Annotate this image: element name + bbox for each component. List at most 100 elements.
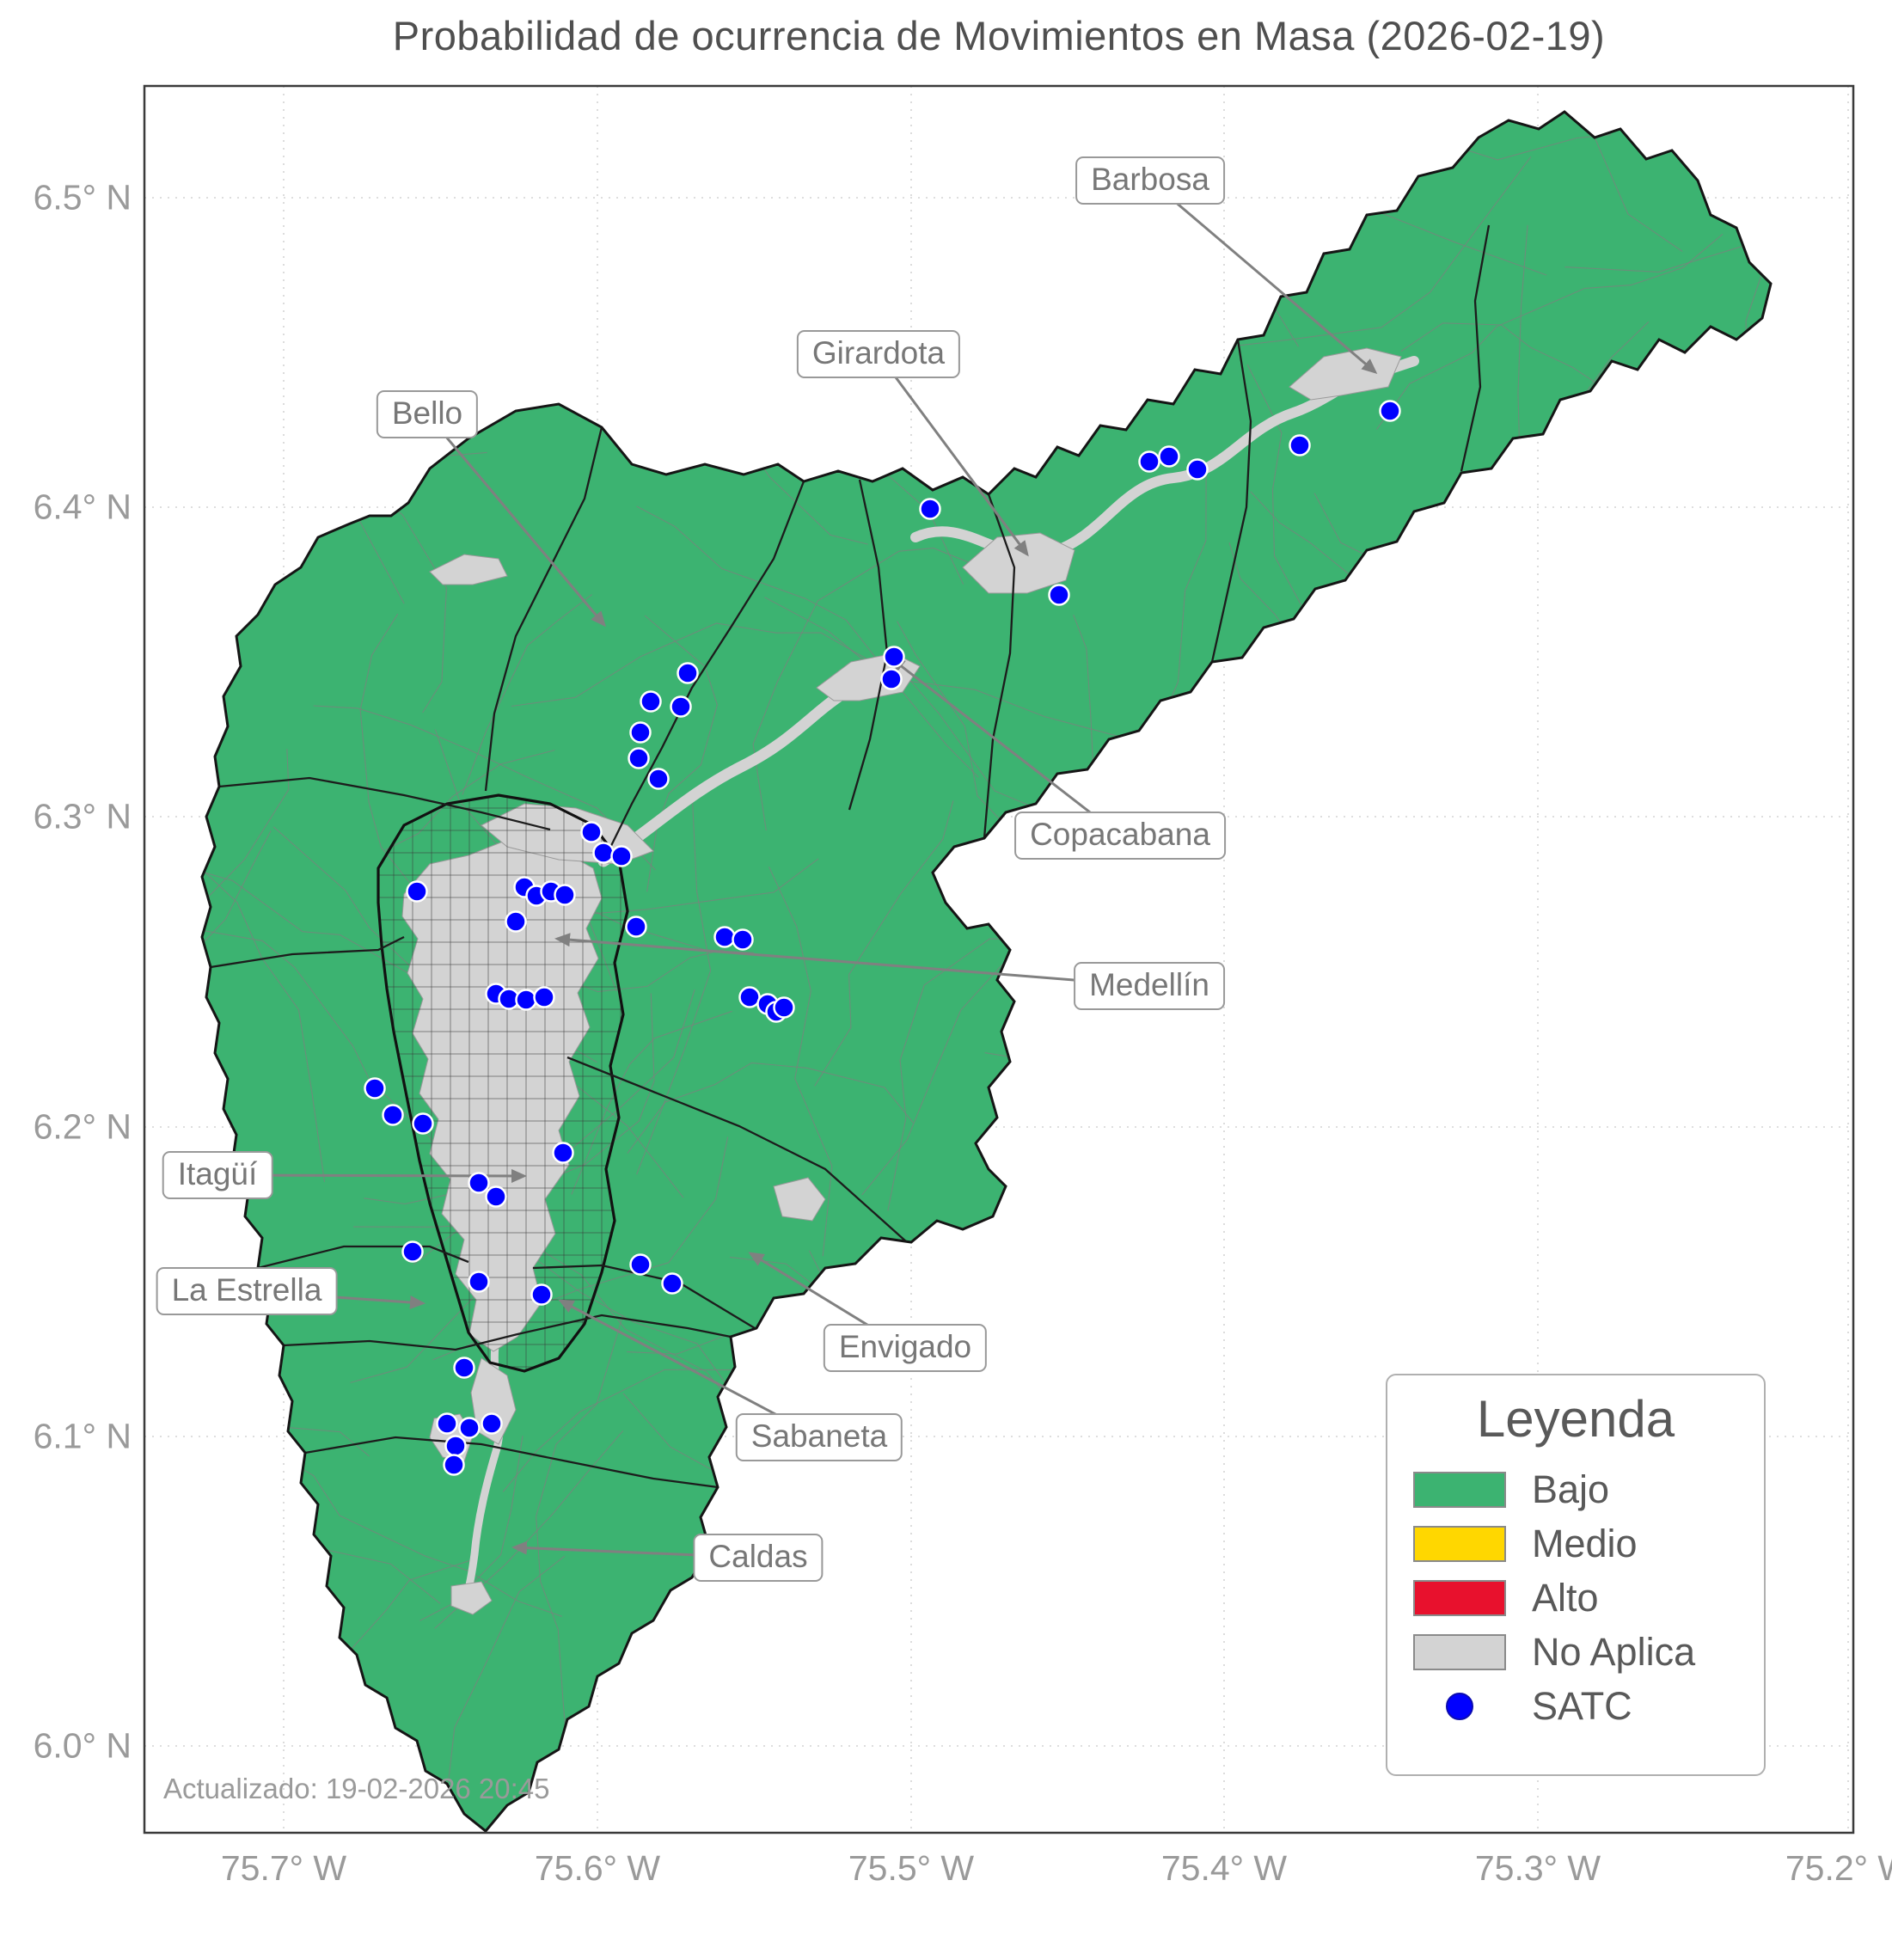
vereda-line: [1337, 765, 1599, 916]
vereda-line: [1583, 1069, 1759, 1179]
satc-point: [592, 842, 615, 864]
legend-title: Leyenda: [1476, 1390, 1675, 1448]
legend-label-medio: Medio: [1532, 1521, 1638, 1565]
annotation-copacabana: Copacabana: [1014, 812, 1226, 860]
vereda-line: [1360, 548, 1562, 636]
vereda-line: [1225, 1312, 1632, 1368]
satc-point: [677, 662, 699, 684]
vereda-line: [202, 775, 326, 1182]
vereda-line: [1564, 796, 1614, 1017]
satc-point: [530, 1283, 553, 1306]
annotation-arrow-bello: [426, 413, 606, 628]
vereda-line: [1340, 585, 1613, 911]
satc-point: [412, 1112, 434, 1135]
x-tick-label: 75.6° W: [534, 1848, 661, 1888]
vereda-line: [1239, 112, 1362, 140]
vereda-line: [1439, 832, 1606, 990]
satc-point: [453, 1357, 475, 1379]
vereda-line: [1293, 662, 1397, 935]
vereda-line: [778, 112, 911, 464]
vereda-line: [989, 112, 1285, 285]
annotation-girardota: Girardota: [796, 330, 961, 378]
vereda-line: [1558, 701, 1621, 1015]
annotation-arrow-copacabana: [889, 657, 1121, 837]
y-tick-label: 6.3° N: [33, 796, 132, 836]
river-aburra-mid: [597, 687, 850, 867]
legend-label-satc: SATC: [1532, 1683, 1632, 1728]
vereda-line: [1333, 1074, 1421, 1310]
vereda-line: [1209, 738, 1495, 901]
satc-point: [580, 821, 603, 843]
vereda-line: [1514, 563, 1724, 750]
vereda-line: [752, 548, 992, 831]
satc-point: [610, 845, 633, 867]
satc-point: [625, 916, 647, 938]
legend-swatch-bajo: [1413, 1471, 1506, 1508]
vereda-line: [1160, 1657, 1385, 1831]
updated-text: Actualizado: 19-02-2026 20:45: [163, 1773, 550, 1804]
y-tick-label: 6.2° N: [33, 1106, 132, 1147]
satc-point: [401, 1240, 424, 1263]
vereda-line: [462, 594, 593, 795]
satc-dot-icon: [1446, 1692, 1473, 1720]
x-tick-label: 75.2° W: [1785, 1848, 1892, 1888]
satc-point: [629, 1253, 652, 1276]
vereda-line: [1074, 985, 1134, 1374]
satc-point: [628, 747, 650, 769]
y-tick-label: 6.4° N: [33, 487, 132, 527]
satc-point: [444, 1435, 467, 1457]
annotation-bello: Bello: [376, 390, 479, 438]
satc-point: [647, 768, 670, 790]
satc-point: [1289, 434, 1311, 456]
satc-point: [364, 1077, 386, 1099]
vereda-line: [956, 1411, 1034, 1644]
vereda-line: [202, 830, 272, 980]
vereda-line: [627, 1062, 914, 1154]
annotation-envigado: Envigado: [823, 1324, 988, 1372]
vereda-line: [1213, 839, 1575, 1040]
legend-item-medio: Medio: [1413, 1516, 1738, 1571]
satc-point: [436, 1412, 458, 1435]
vereda-line: [202, 112, 366, 209]
x-tick-label: 75.4° W: [1160, 1848, 1288, 1888]
satc-point: [382, 1104, 404, 1126]
satc-point: [468, 1271, 490, 1293]
vereda-line: [1753, 542, 1771, 623]
vereda-line: [1249, 1626, 1385, 1831]
vereda-line: [1376, 233, 1724, 430]
vereda-line: [419, 1436, 524, 1621]
satc-point: [533, 986, 555, 1008]
legend: Leyenda Bajo Medio Alto No Aplica SATC: [1386, 1374, 1766, 1776]
x-tick-label: 75.5° W: [848, 1848, 975, 1888]
vereda-line: [1264, 1089, 1307, 1361]
satc-point: [406, 880, 428, 903]
satc-point: [1138, 450, 1160, 473]
satc-point: [661, 1272, 683, 1295]
vereda-line: [571, 1010, 732, 1195]
vereda-line: [1211, 112, 1328, 144]
legend-item-bajo: Bajo: [1413, 1462, 1738, 1516]
risk-area-bajo: [202, 112, 1771, 1831]
satc-point: [1048, 584, 1070, 606]
vereda-line: [1285, 866, 1353, 1225]
annotation-arrow-barbosa: [1149, 179, 1378, 374]
satc-point: [732, 928, 754, 951]
annotation-barbosa: Barbosa: [1075, 156, 1225, 205]
vereda-line: [1564, 112, 1771, 273]
vereda-line: [1097, 1665, 1277, 1831]
satc-point: [670, 695, 692, 718]
satc-point: [1158, 445, 1180, 468]
vereda-line: [1613, 1109, 1705, 1353]
annotation-arrow-girardota: [877, 353, 1029, 557]
satc-point: [738, 986, 761, 1008]
legend-label-bajo: Bajo: [1532, 1467, 1610, 1511]
vereda-line: [202, 112, 488, 194]
annotation-la-estrella: La Estrella: [156, 1267, 338, 1315]
vereda-line: [1277, 1161, 1499, 1210]
vereda-line: [768, 866, 833, 1257]
vereda-line: [814, 800, 954, 1087]
vereda-line: [1577, 549, 1771, 891]
